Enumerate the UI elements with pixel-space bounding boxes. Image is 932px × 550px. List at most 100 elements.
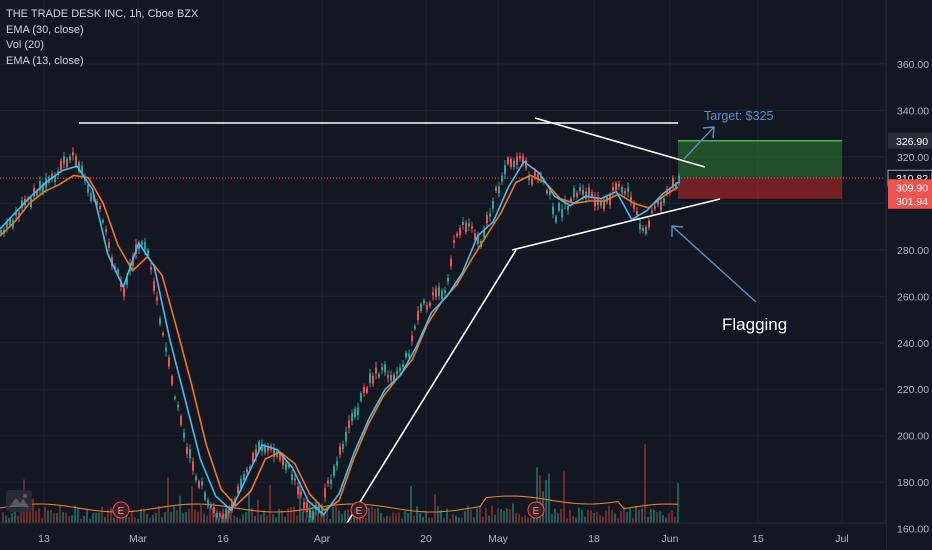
volume-bar: [314, 512, 316, 523]
volume-bar: [74, 505, 76, 523]
volume-bar: [347, 509, 349, 523]
volume-bar: [149, 517, 151, 523]
volume-bar: [467, 505, 469, 523]
legend-volume[interactable]: Vol (20): [6, 39, 44, 51]
candle-body: [348, 420, 350, 429]
volume-bar: [506, 508, 508, 523]
legend-ema-30[interactable]: EMA (30, close): [6, 23, 84, 36]
volume-bar: [221, 515, 223, 523]
legend-symbol[interactable]: THE TRADE DESK INC, 1h, Cboe BZX: [6, 8, 199, 20]
volume-bar: [470, 509, 472, 523]
candle-body: [285, 463, 287, 470]
volume-bar: [608, 505, 610, 523]
time-axis-bg: [0, 523, 886, 550]
chart-legend: THE TRADE DESK INC, 1h, Cboe BZX EMA (30…: [6, 7, 198, 69]
volume-bar: [227, 508, 229, 523]
volume-bar: [563, 470, 565, 523]
volume-bars: [2, 444, 679, 523]
candle-body: [321, 507, 323, 514]
volume-bar: [632, 517, 634, 523]
volume-bar: [569, 509, 571, 523]
candle-body: [0, 229, 2, 234]
volume-bar: [215, 513, 217, 523]
x-tick-label: Mar: [129, 533, 148, 545]
y-tick-label: 280.00: [897, 245, 929, 257]
volume-bar: [125, 515, 127, 523]
candle-body: [141, 241, 143, 245]
volume-bar: [560, 508, 562, 523]
volume-bar: [332, 507, 334, 523]
candle-body: [192, 461, 194, 471]
volume-bar: [404, 511, 406, 523]
flag-arrow-shaft: [671, 225, 757, 303]
earnings-label: E: [118, 506, 125, 517]
candle-body: [636, 210, 638, 216]
candle-body: [432, 292, 434, 296]
candle-body: [558, 203, 560, 211]
candle-body: [87, 185, 89, 193]
volume-bar: [209, 506, 211, 523]
candle-body: [168, 357, 170, 367]
volume-bar: [5, 515, 7, 523]
volume-bar: [68, 515, 70, 523]
candle-body: [600, 201, 602, 206]
candle-body: [318, 503, 320, 513]
candle-body: [528, 176, 530, 180]
volume-bar: [407, 512, 409, 523]
volume-bar: [539, 475, 541, 523]
volume-bar: [92, 512, 94, 523]
candle-body: [621, 186, 623, 193]
volume-bar: [254, 516, 256, 523]
volume-bar: [269, 484, 271, 523]
candle-body: [273, 448, 275, 458]
candle-body: [513, 160, 515, 168]
price-label-text: 301.94: [896, 196, 928, 208]
volume-bar: [602, 516, 604, 523]
legend-ema-13[interactable]: EMA (13, close): [6, 54, 84, 67]
volume-bar: [305, 516, 307, 523]
candle-body: [534, 171, 536, 177]
volume-bar: [482, 516, 484, 523]
volume-bar: [317, 512, 319, 523]
volume-bar: [554, 508, 556, 523]
candle-body: [549, 190, 551, 195]
tradingview-logo-icon[interactable]: [6, 490, 32, 512]
volume-bar: [575, 517, 577, 523]
candle-body: [648, 220, 650, 228]
volume-bar: [527, 517, 529, 523]
earnings-label: E: [356, 506, 363, 517]
target-zone: [678, 140, 842, 179]
volume-bar: [383, 517, 385, 523]
volume-bar: [515, 512, 517, 523]
x-tick-label: May: [488, 533, 509, 545]
candle-body: [90, 193, 92, 202]
volume-bar: [464, 511, 466, 523]
candle-body: [477, 234, 479, 245]
volume-bar: [620, 510, 622, 523]
candle-body: [63, 156, 65, 164]
volume-bar: [275, 517, 277, 523]
volume-bar: [89, 518, 91, 523]
volume-bar: [110, 507, 112, 523]
candle-body: [42, 184, 44, 194]
candle-body: [354, 408, 356, 418]
candle-body: [150, 267, 152, 270]
candle-body: [237, 486, 239, 494]
candle-body: [291, 474, 293, 480]
candle-body: [366, 387, 368, 393]
candle-body: [123, 288, 125, 297]
candle-body: [663, 198, 665, 203]
target-label: Target: $325: [704, 109, 774, 123]
volume-bar: [35, 511, 37, 523]
candle-body: [72, 152, 74, 156]
candle-body: [231, 500, 233, 511]
volume-bar: [38, 508, 40, 523]
volume-bar: [473, 517, 475, 523]
trendline-upper-flag-line: [534, 117, 706, 168]
candle-body: [171, 376, 173, 385]
volume-bar: [206, 515, 208, 523]
candle-body: [474, 233, 476, 240]
target-arrow-head: [702, 126, 715, 139]
target-arrow-shaft: [683, 126, 715, 160]
